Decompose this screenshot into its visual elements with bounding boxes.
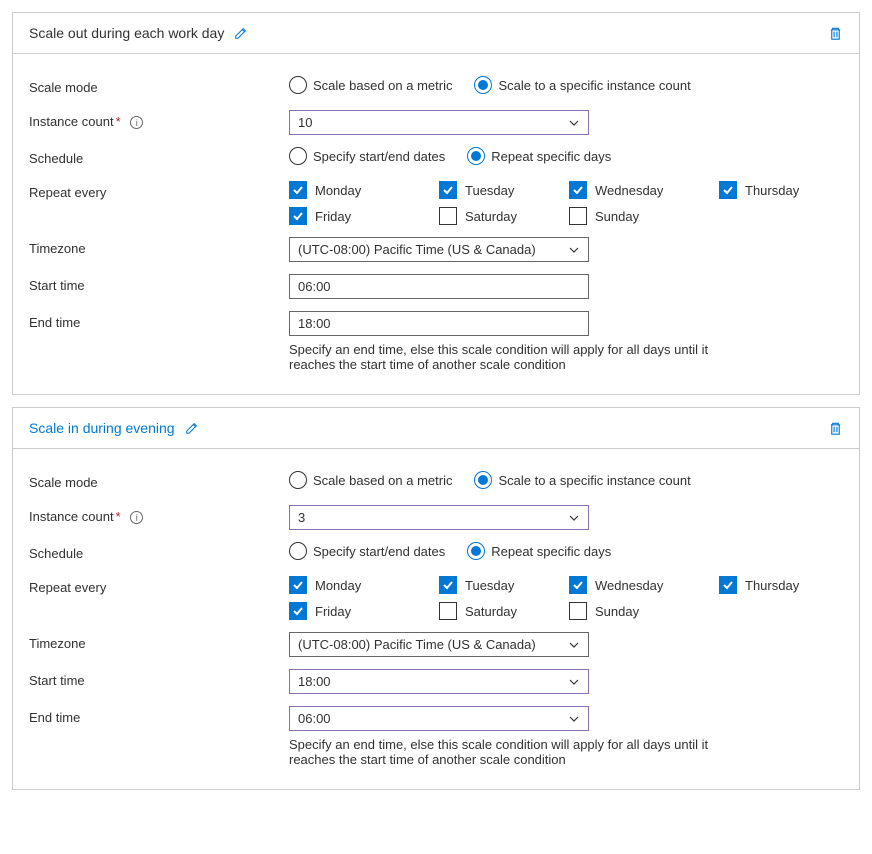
chevron-down-icon xyxy=(568,639,580,651)
end-time-hint: Specify an end time, else this scale con… xyxy=(289,342,729,372)
start-time-input[interactable]: 06:00 xyxy=(289,274,589,299)
radio-label: Repeat specific days xyxy=(491,149,611,164)
radio-schedule-dates[interactable]: Specify start/end dates xyxy=(289,542,445,560)
radio-scale-count[interactable]: Scale to a specific instance count xyxy=(474,471,690,489)
radio-label: Scale based on a metric xyxy=(313,78,452,93)
panel-title: Scale in during evening xyxy=(29,420,175,436)
check-saturday[interactable]: Saturday xyxy=(439,207,569,225)
delete-icon[interactable] xyxy=(828,26,843,41)
check-friday[interactable]: Friday xyxy=(289,207,439,225)
label-schedule: Schedule xyxy=(29,542,289,561)
chevron-down-icon xyxy=(568,676,580,688)
radio-schedule-dates[interactable]: Specify start/end dates xyxy=(289,147,445,165)
radio-label: Repeat specific days xyxy=(491,544,611,559)
label-repeat-every: Repeat every xyxy=(29,576,289,595)
end-time-value: 06:00 xyxy=(298,711,331,726)
check-wednesday[interactable]: Wednesday xyxy=(569,576,719,594)
chevron-down-icon xyxy=(568,117,580,129)
label-scale-mode: Scale mode xyxy=(29,471,289,490)
radio-schedule-repeat[interactable]: Repeat specific days xyxy=(467,147,611,165)
info-icon[interactable]: i xyxy=(130,116,143,129)
instance-count-select[interactable]: 10 xyxy=(289,110,589,135)
check-wednesday[interactable]: Wednesday xyxy=(569,181,719,199)
radio-schedule-repeat[interactable]: Repeat specific days xyxy=(467,542,611,560)
radio-scale-count[interactable]: Scale to a specific instance count xyxy=(474,76,690,94)
radio-label: Scale to a specific instance count xyxy=(498,473,690,488)
start-time-value: 18:00 xyxy=(298,674,331,689)
check-friday[interactable]: Friday xyxy=(289,602,439,620)
check-thursday[interactable]: Thursday xyxy=(719,576,849,594)
check-tuesday[interactable]: Tuesday xyxy=(439,576,569,594)
instance-count-value: 3 xyxy=(298,510,305,525)
label-instance-count: Instance count* i xyxy=(29,505,289,524)
scale-condition-panel: Scale out during each work day Scale mod… xyxy=(12,12,860,395)
panel-title: Scale out during each work day xyxy=(29,25,224,41)
label-timezone: Timezone xyxy=(29,632,289,651)
chevron-down-icon xyxy=(568,512,580,524)
panel-body: Scale mode Scale based on a metric Scale… xyxy=(13,54,859,394)
label-repeat-every: Repeat every xyxy=(29,181,289,200)
start-time-select[interactable]: 18:00 xyxy=(289,669,589,694)
check-thursday[interactable]: Thursday xyxy=(719,181,849,199)
check-monday[interactable]: Monday xyxy=(289,576,439,594)
timezone-select[interactable]: (UTC-08:00) Pacific Time (US & Canada) xyxy=(289,237,589,262)
timezone-select[interactable]: (UTC-08:00) Pacific Time (US & Canada) xyxy=(289,632,589,657)
panel-header: Scale in during evening xyxy=(13,408,859,449)
end-time-hint: Specify an end time, else this scale con… xyxy=(289,737,729,767)
check-saturday[interactable]: Saturday xyxy=(439,602,569,620)
radio-label: Specify start/end dates xyxy=(313,544,445,559)
info-icon[interactable]: i xyxy=(130,511,143,524)
scale-condition-panel: Scale in during evening Scale mode Scale… xyxy=(12,407,860,790)
label-scale-mode: Scale mode xyxy=(29,76,289,95)
label-timezone: Timezone xyxy=(29,237,289,256)
label-end-time: End time xyxy=(29,706,289,725)
label-instance-count: Instance count* i xyxy=(29,110,289,129)
end-time-input[interactable]: 18:00 xyxy=(289,311,589,336)
edit-icon[interactable] xyxy=(234,26,248,40)
radio-label: Scale based on a metric xyxy=(313,473,452,488)
radio-scale-metric[interactable]: Scale based on a metric xyxy=(289,471,452,489)
chevron-down-icon xyxy=(568,713,580,725)
delete-icon[interactable] xyxy=(828,421,843,436)
label-schedule: Schedule xyxy=(29,147,289,166)
panel-header: Scale out during each work day xyxy=(13,13,859,54)
label-start-time: Start time xyxy=(29,274,289,293)
end-time-select[interactable]: 06:00 xyxy=(289,706,589,731)
radio-label: Scale to a specific instance count xyxy=(498,78,690,93)
edit-icon[interactable] xyxy=(185,421,199,435)
chevron-down-icon xyxy=(568,244,580,256)
check-tuesday[interactable]: Tuesday xyxy=(439,181,569,199)
panel-body: Scale mode Scale based on a metric Scale… xyxy=(13,449,859,789)
instance-count-value: 10 xyxy=(298,115,312,130)
check-sunday[interactable]: Sunday xyxy=(569,207,719,225)
instance-count-select[interactable]: 3 xyxy=(289,505,589,530)
label-end-time: End time xyxy=(29,311,289,330)
radio-scale-metric[interactable]: Scale based on a metric xyxy=(289,76,452,94)
check-monday[interactable]: Monday xyxy=(289,181,439,199)
timezone-value: (UTC-08:00) Pacific Time (US & Canada) xyxy=(298,242,536,257)
check-sunday[interactable]: Sunday xyxy=(569,602,719,620)
timezone-value: (UTC-08:00) Pacific Time (US & Canada) xyxy=(298,637,536,652)
label-start-time: Start time xyxy=(29,669,289,688)
radio-label: Specify start/end dates xyxy=(313,149,445,164)
